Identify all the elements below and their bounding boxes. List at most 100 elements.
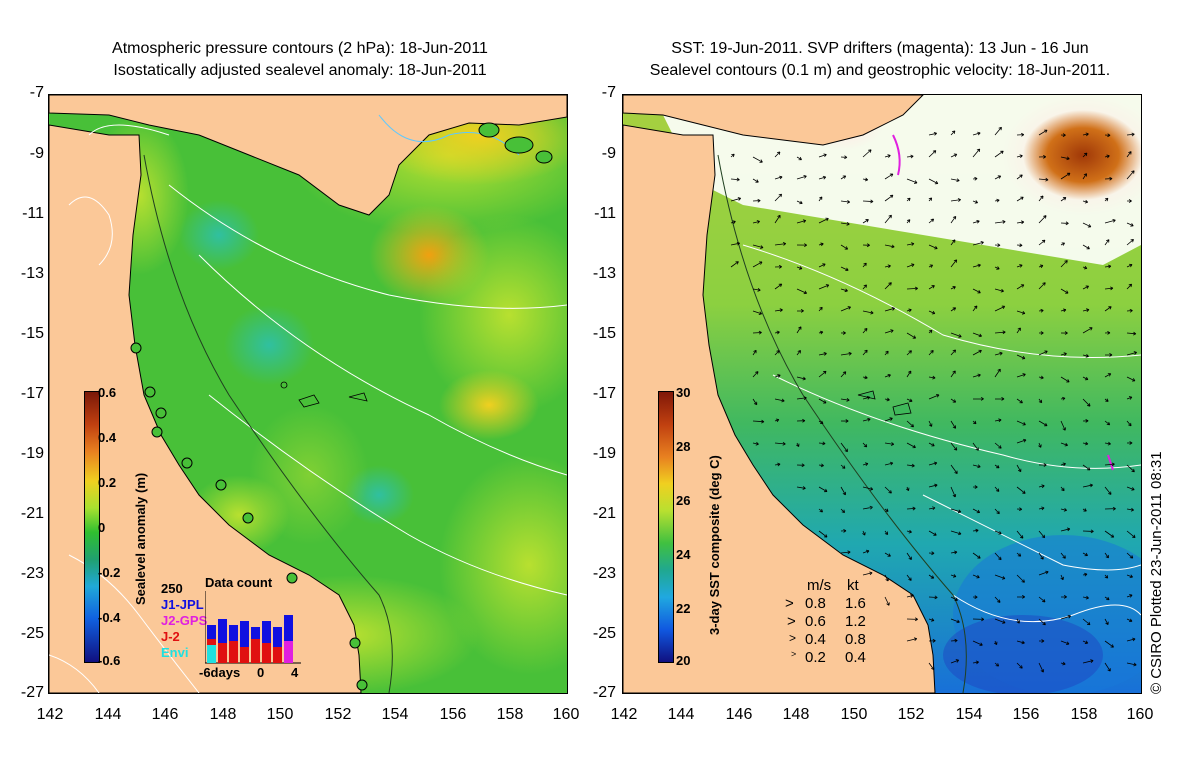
- velocity-arrow: [906, 574, 912, 581]
- velocity-arrow: [1038, 350, 1048, 356]
- left-y-tick: -11: [22, 205, 44, 222]
- left-x-tick: 148: [209, 706, 237, 723]
- velocity-arrow: [884, 214, 892, 224]
- velocity-arrow: [730, 153, 735, 158]
- velocity-arrow: [906, 350, 912, 356]
- data-count-xlabel-zero: 0: [257, 665, 265, 680]
- left-x-tick: 160: [552, 706, 580, 723]
- sla-tick-4: -0.2: [98, 565, 121, 580]
- velocity-arrow: [906, 552, 912, 560]
- right-y-tick: -23: [592, 565, 616, 582]
- velocity-arrow: [1082, 327, 1093, 334]
- velocity-arrow: [818, 441, 826, 446]
- velocity-arrow: [972, 200, 979, 204]
- velocity-arrow: [928, 461, 938, 466]
- velocity-arrow: [862, 149, 872, 158]
- velocity-arrow: [752, 220, 760, 224]
- velocity-arrow: [1126, 263, 1133, 268]
- velocity-arrow: [862, 530, 866, 536]
- velocity-arrow: [862, 549, 870, 554]
- velocity-arrow: [1126, 594, 1133, 598]
- velocity-arrow: [1082, 529, 1094, 534]
- velocity-arrow: [774, 193, 783, 202]
- velocity-arrow: [1016, 464, 1022, 473]
- velocity-arrow: [884, 486, 892, 494]
- right-x-tick: 148: [782, 706, 810, 723]
- velocity-arrow: [994, 464, 1000, 469]
- velocity-arrow: [1016, 264, 1023, 268]
- left-x-tick: 154: [381, 706, 409, 723]
- velocity-arrow: [1060, 574, 1064, 581]
- data-count-bars: [205, 591, 301, 664]
- velocity-arrow: [1126, 170, 1135, 180]
- velocity-arrow: [1082, 152, 1088, 158]
- velocity-arrow: [1060, 197, 1067, 202]
- legend-j1jpl: J1-JPL: [161, 597, 204, 612]
- velocity-arrow: [884, 552, 891, 557]
- velocity-arrow: [972, 464, 981, 469]
- sla-tick-0: 0.6: [98, 385, 117, 400]
- velocity-arrow: [906, 286, 918, 291]
- right-x-tick: 154: [955, 706, 983, 723]
- velocity-arrow: [1082, 508, 1087, 512]
- velocity-arrow: [796, 396, 807, 400]
- velocity-arrow: [950, 420, 956, 429]
- velocity-arrow: [1016, 438, 1027, 444]
- velocity-arrow: [1104, 552, 1109, 559]
- velocity-arrow: [1082, 659, 1094, 664]
- velocity-arrow: [1060, 640, 1070, 645]
- velocity-arrow: [1082, 199, 1089, 204]
- velocity-arrow: [906, 637, 918, 642]
- right-x-tick: 158: [1070, 706, 1098, 723]
- velocity-arrow: [1082, 376, 1089, 381]
- velocity-arrow: [840, 155, 848, 160]
- velocity-arrow: [840, 442, 848, 453]
- left-y-tick: -23: [20, 565, 44, 582]
- velocity-arrow: [752, 398, 758, 406]
- velocity-arrow: [994, 618, 1006, 624]
- velocity-arrow: [884, 264, 891, 269]
- left-y-tick: -17: [20, 385, 44, 402]
- velocity-arrow: [1016, 486, 1026, 494]
- sla-tick-3: 0: [98, 520, 106, 535]
- velocity-arrow: [972, 219, 980, 224]
- velocity-arrow: [928, 244, 938, 250]
- velocity-arrow: [994, 305, 1006, 312]
- velocity-arrow: [1016, 595, 1026, 599]
- velocity-arrow: [1016, 220, 1025, 225]
- sst-tick-0: 30: [676, 385, 691, 400]
- right-x-tick: 152: [897, 706, 925, 723]
- velocity-arrow: [1038, 484, 1045, 489]
- velocity-arrow: [972, 552, 981, 559]
- velocity-arrow: [928, 618, 935, 622]
- velocity-arrow: [1082, 354, 1089, 358]
- velocity-arrow: [1060, 308, 1067, 313]
- velocity-arrow: [950, 349, 957, 356]
- velocity-arrow: [1082, 265, 1088, 270]
- velocity-arrow: [884, 329, 894, 334]
- right-y-tick: -7: [601, 84, 616, 101]
- velocity-arrow: [1016, 420, 1026, 426]
- velocity-arrow: [884, 530, 889, 535]
- left-x-tick: 158: [496, 706, 524, 723]
- velocity-arrow: [752, 349, 757, 356]
- velocity-arrow: [818, 352, 827, 356]
- velocity-arrow: [1016, 574, 1025, 583]
- left-y-tick: -13: [20, 265, 44, 282]
- velocity-arrow: [972, 332, 982, 338]
- velocity-arrow: [796, 442, 800, 447]
- velocity-arrow: [928, 420, 933, 427]
- velocity-arrow: [950, 130, 956, 136]
- sla-tick-2: 0.2: [98, 475, 117, 490]
- velocity-arrow: [774, 242, 787, 246]
- left-y-tick: -7: [29, 84, 44, 101]
- velocity-arrow: [796, 463, 805, 468]
- velocity-arrow: [862, 571, 873, 576]
- velocity-arrow: [994, 574, 1006, 580]
- velocity-header-kt: kt: [847, 577, 859, 594]
- velocity-arrow: [774, 418, 780, 423]
- velocity-arrow: [818, 330, 824, 335]
- velocity-arrow: [774, 175, 783, 180]
- velocity-arrow: [906, 178, 918, 184]
- velocity-legend: m/s kt > 0.8 1.6 > 0.6 1.2 > 0.4 0.8 > 0…: [781, 577, 901, 667]
